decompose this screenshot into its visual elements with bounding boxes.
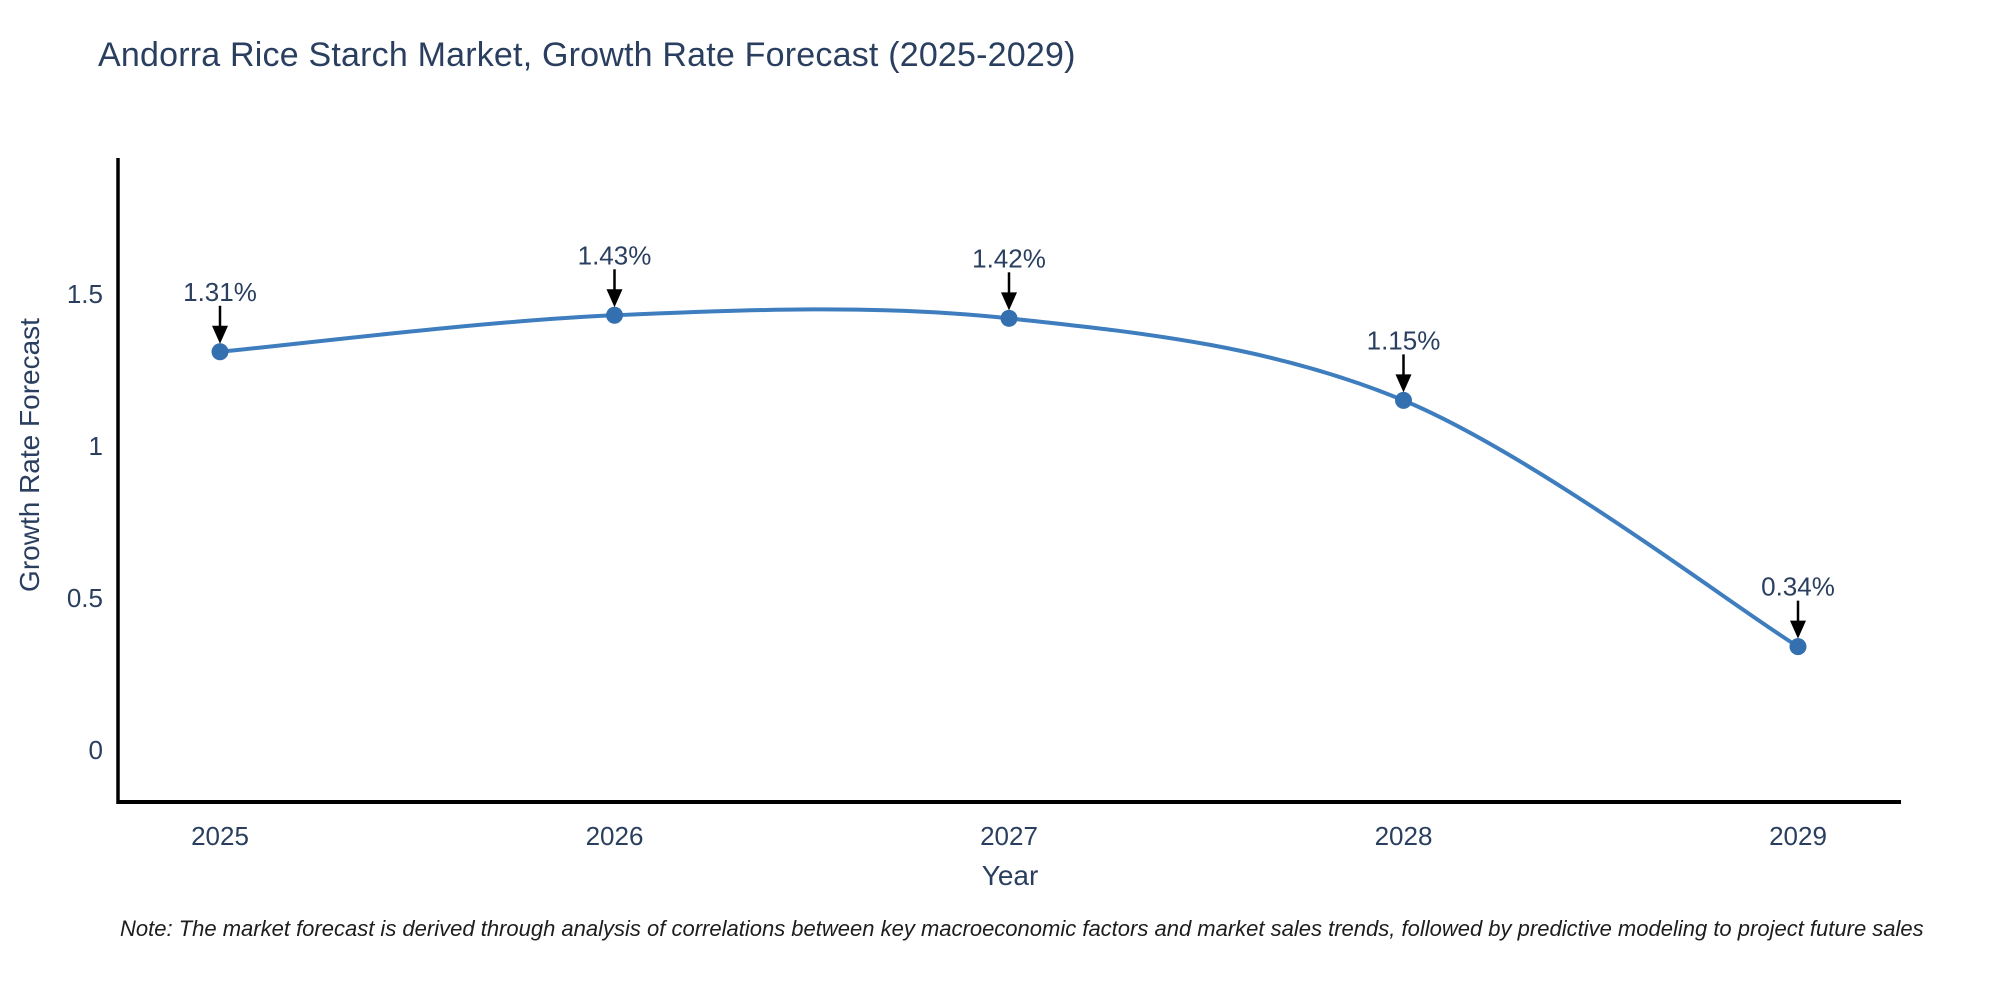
x-tick-label: 2029	[1769, 821, 1827, 851]
data-point-marker[interactable]	[1395, 391, 1412, 409]
chart-title: Andorra Rice Starch Market, Growth Rate …	[98, 36, 1076, 74]
annotation-label: 1.15%	[1367, 325, 1441, 355]
y-tick-label: 1.5	[67, 279, 103, 309]
annotation-label: 1.42%	[972, 243, 1046, 273]
annotation-label: 1.43%	[578, 240, 652, 270]
data-point-marker[interactable]	[1789, 638, 1807, 656]
x-tick-label: 2027	[980, 821, 1038, 851]
annotation-arrow-head	[212, 325, 228, 344]
x-tick-label: 2028	[1375, 821, 1433, 851]
annotation-arrow-head	[1790, 620, 1806, 639]
annotation-label: 0.34%	[1761, 572, 1835, 602]
annotation-arrow-head	[606, 289, 623, 308]
footnote: Note: The market forecast is derived thr…	[120, 916, 1924, 941]
x-tick-label: 2025	[191, 821, 249, 851]
y-tick-label: 0.5	[67, 583, 103, 613]
annotation-arrow-head	[1001, 292, 1017, 311]
y-tick-label: 0	[89, 735, 103, 765]
y-tick-label: 1	[89, 431, 103, 461]
y-axis-title: Growth Rate Forecast	[14, 318, 45, 592]
x-axis-title: Year	[981, 860, 1039, 891]
data-point-marker[interactable]	[211, 343, 229, 361]
data-point-marker[interactable]	[1000, 309, 1018, 327]
data-point-marker[interactable]	[606, 306, 623, 324]
series-line	[218, 307, 1800, 649]
annotation-label: 1.31%	[183, 277, 257, 307]
x-tick-label: 2026	[586, 821, 644, 851]
annotation-arrow-head	[1395, 374, 1412, 393]
